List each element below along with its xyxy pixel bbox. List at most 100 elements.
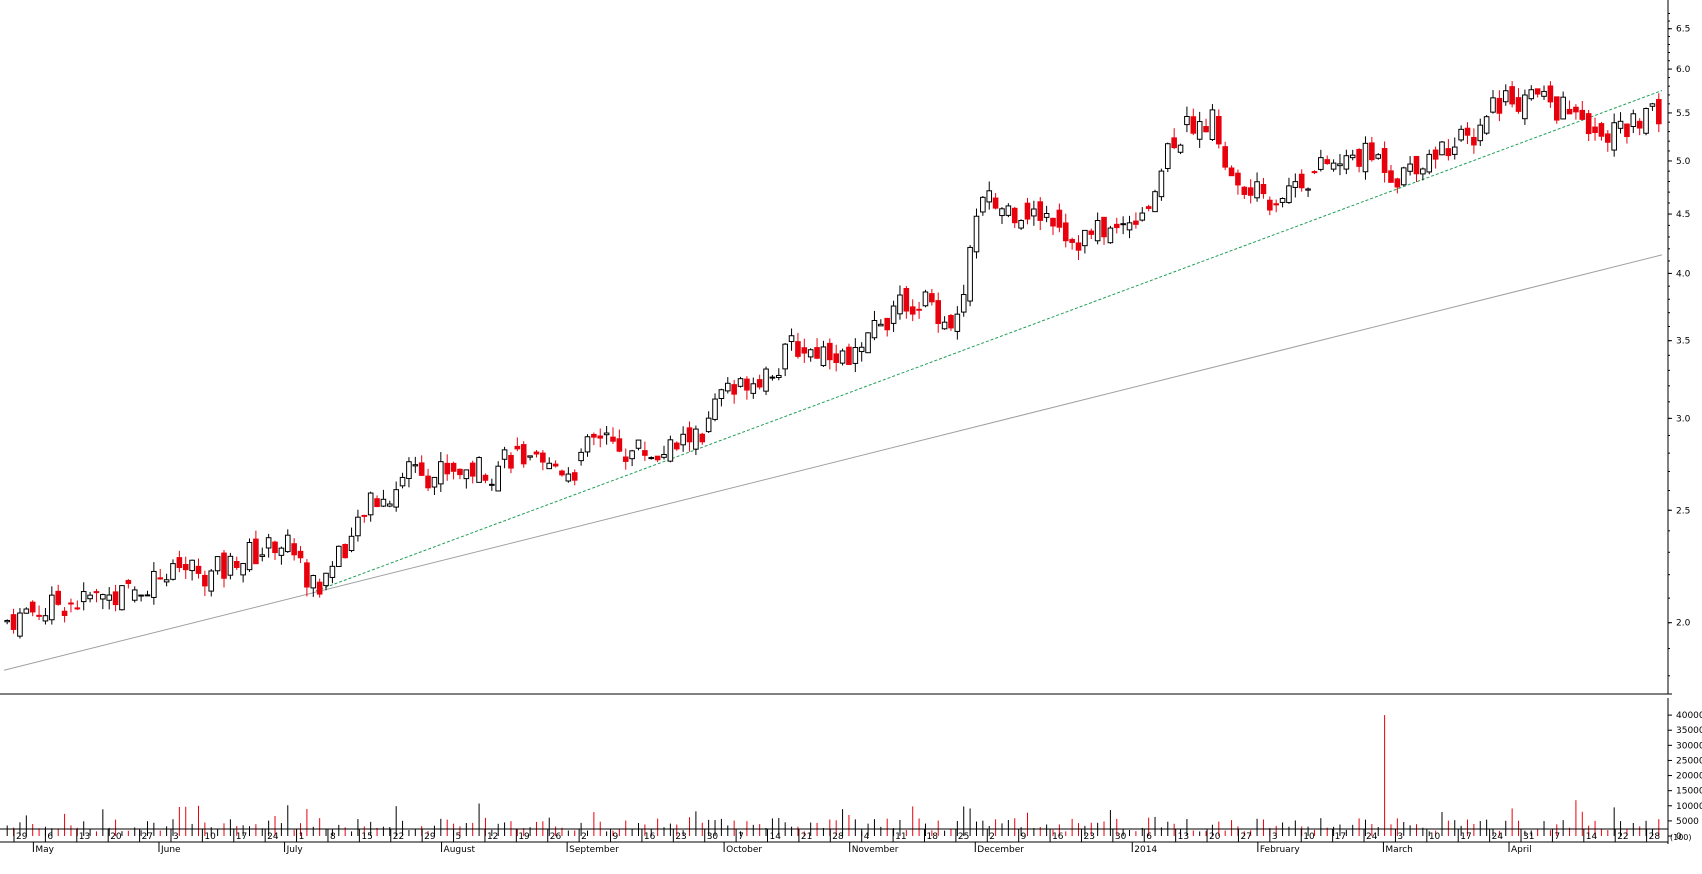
candle-down bbox=[444, 462, 450, 475]
candle-up bbox=[406, 461, 412, 480]
candle-up bbox=[1451, 146, 1458, 155]
candle-down bbox=[833, 353, 839, 364]
candle-up bbox=[661, 454, 667, 458]
candle-up bbox=[1420, 168, 1426, 175]
candle-up bbox=[1643, 107, 1649, 134]
candle-up bbox=[265, 537, 272, 549]
candle-up bbox=[718, 389, 725, 400]
candle-up bbox=[922, 291, 929, 307]
candle-up bbox=[584, 436, 591, 453]
candle-down bbox=[157, 577, 164, 580]
candle-up bbox=[80, 591, 87, 603]
volume-axis-ticks: 0 5000 10000 15000 20000 25000 30000 35000 40000 bbox=[1668, 711, 1702, 842]
candle-up bbox=[501, 449, 508, 460]
day-tick-label: 9 bbox=[1021, 832, 1027, 842]
candle-up bbox=[769, 376, 776, 379]
candle-up bbox=[565, 473, 572, 482]
candle-down bbox=[112, 591, 119, 606]
candle-up bbox=[788, 335, 795, 342]
candle-down bbox=[1394, 178, 1401, 188]
day-tick-label: 5 bbox=[456, 832, 462, 842]
candle-up bbox=[865, 332, 871, 354]
candle-down bbox=[291, 543, 297, 556]
candle-down bbox=[1145, 206, 1152, 209]
candle-down bbox=[1037, 201, 1044, 221]
candle-down bbox=[1075, 242, 1082, 251]
candle-up bbox=[119, 585, 125, 611]
candle-down bbox=[202, 574, 208, 587]
candle-down bbox=[1267, 199, 1273, 211]
month-axis-labels: May June July August September October Novembe… bbox=[32, 842, 1532, 855]
price-tick-label: 2.0 bbox=[1676, 619, 1691, 629]
volume-tick-label: 15000 bbox=[1676, 787, 1702, 797]
candle-down bbox=[316, 581, 323, 595]
price-tick-label: 4.5 bbox=[1676, 210, 1690, 220]
candle-down bbox=[571, 472, 578, 481]
candle-up bbox=[578, 451, 584, 462]
candle-up bbox=[1477, 124, 1484, 142]
candle-down bbox=[642, 450, 648, 456]
candle-down bbox=[10, 614, 17, 630]
candle-up bbox=[693, 428, 699, 450]
candle-up bbox=[1337, 163, 1343, 167]
candle-up bbox=[1177, 144, 1184, 153]
candle-up bbox=[820, 346, 827, 367]
candle-up bbox=[1254, 181, 1260, 199]
candle-up bbox=[367, 492, 374, 516]
day-tick-label: 1 bbox=[299, 832, 305, 842]
candle-down bbox=[195, 565, 202, 574]
candle-up bbox=[1094, 220, 1101, 242]
candle-down bbox=[1566, 108, 1573, 115]
day-tick-label: 26 bbox=[550, 832, 562, 842]
candle-up bbox=[1528, 89, 1535, 100]
candle-down bbox=[1413, 155, 1420, 175]
candle-up bbox=[1330, 162, 1337, 170]
candle-down bbox=[1062, 222, 1069, 242]
candle-down bbox=[1585, 113, 1592, 135]
candle-up bbox=[1286, 185, 1292, 204]
candle-up bbox=[667, 439, 674, 462]
candle-up bbox=[1043, 213, 1050, 218]
day-tick-label: 16 bbox=[644, 832, 656, 842]
candle-down bbox=[559, 470, 565, 476]
candle-down bbox=[253, 538, 259, 565]
candle-up bbox=[1152, 191, 1158, 213]
volume-tick-label: 10000 bbox=[1676, 802, 1702, 812]
candle-down bbox=[533, 451, 540, 455]
candle-up bbox=[763, 368, 769, 392]
candle-up bbox=[42, 615, 49, 622]
candle-down bbox=[1381, 148, 1388, 173]
price-tick-label: 6.0 bbox=[1676, 65, 1691, 75]
day-tick-label: 13 bbox=[79, 832, 90, 842]
day-tick-label: 3 bbox=[1272, 832, 1278, 842]
day-tick-label: 10 bbox=[204, 832, 216, 842]
candle-up bbox=[131, 589, 138, 601]
candle-down bbox=[304, 562, 310, 588]
candle-down bbox=[1388, 170, 1394, 183]
day-tick-label: 8 bbox=[330, 832, 336, 842]
month-tick-label: December bbox=[977, 845, 1024, 855]
candle-up bbox=[1209, 109, 1216, 141]
candle-down bbox=[903, 288, 910, 312]
candle-down bbox=[1050, 217, 1056, 227]
candle-up bbox=[980, 196, 986, 213]
candle-up bbox=[897, 294, 903, 315]
candle-up bbox=[1107, 227, 1114, 244]
candle-up bbox=[495, 465, 502, 492]
day-tick-label: 28 bbox=[1649, 832, 1661, 842]
day-tick-label: 29 bbox=[424, 832, 436, 842]
candle-down bbox=[909, 306, 916, 315]
price-tick-label: 5.0 bbox=[1676, 157, 1691, 167]
volume-tick-label: 20000 bbox=[1676, 772, 1702, 782]
day-tick-label: 24 bbox=[267, 832, 279, 842]
candle-down bbox=[673, 442, 680, 450]
candle-down bbox=[418, 462, 425, 476]
candle-up bbox=[227, 555, 234, 576]
candle-up bbox=[1139, 212, 1146, 221]
month-tick-label: July bbox=[286, 845, 304, 855]
candle-up bbox=[380, 498, 387, 507]
day-tick-label: 13 bbox=[1178, 832, 1189, 842]
candle-down bbox=[756, 379, 763, 388]
candle-down bbox=[744, 378, 750, 391]
